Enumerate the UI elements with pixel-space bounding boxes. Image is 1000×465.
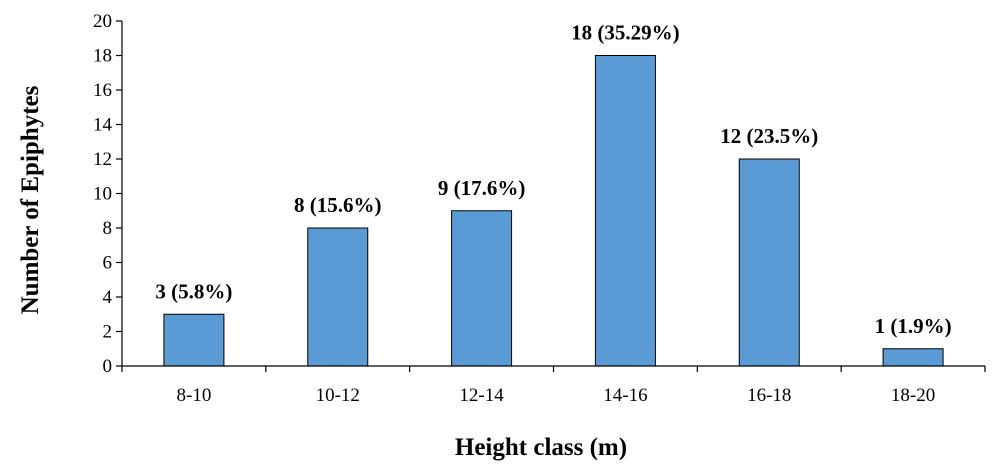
bar [882,348,944,367]
x-tick-label: 18-20 [891,385,935,406]
y-tick-label: 18 [93,46,112,67]
x-axis-title: Height class (m) [455,434,627,461]
x-tick-label: 12-14 [459,385,504,406]
bar [451,210,513,367]
y-tick-label: 8 [103,218,113,239]
bar [307,227,369,367]
bar-data-label: 1 (1.9%) [875,314,952,338]
y-axis-title: Number of Epiphytes [17,85,44,314]
bar-data-label: 12 (23.5%) [720,124,818,148]
y-tick-label: 2 [103,322,113,343]
x-tick-label: 16-18 [747,385,791,406]
x-tick-label: 10-12 [316,385,360,406]
x-tick-label: 14-16 [603,385,647,406]
bar-data-label: 18 (35.29%) [571,21,680,45]
y-tick-label: 10 [93,184,112,205]
bar [594,55,656,367]
bar-data-label: 8 (15.6%) [294,193,382,217]
bar [738,158,800,367]
y-tick-label: 4 [103,287,113,308]
y-tick-label: 16 [93,80,112,101]
y-tick-label: 6 [103,253,113,274]
bar-data-label: 3 (5.8%) [155,279,232,303]
y-tick-label: 14 [93,115,113,136]
bars [163,55,944,367]
y-tick-label: 20 [93,11,112,32]
data-labels: 3 (5.8%) 8 (15.6%) 9 (17.6%) 18 (35.29%) 12 … [155,21,951,338]
x-tick-label: 8-10 [177,385,212,406]
y-tick-label: 0 [103,356,113,377]
bar [163,313,225,367]
bar-data-label: 9 (17.6%) [438,176,526,200]
x-axis-ticks: 8-10 10-12 12-14 14-16 16-18 18-20 [121,366,986,406]
y-tick-label: 12 [93,149,112,170]
y-axis-ticks: 0 2 4 6 8 10 12 14 16 18 20 [93,11,122,377]
